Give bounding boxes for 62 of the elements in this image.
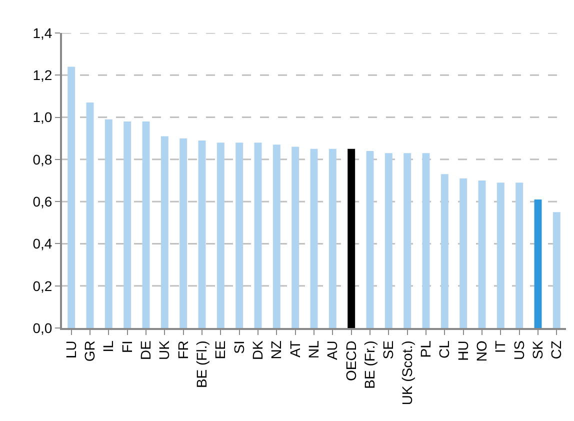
bar bbox=[180, 138, 188, 328]
y-tick-label: 0,4 bbox=[32, 236, 52, 252]
x-tick-label: CZ bbox=[548, 340, 564, 360]
bar bbox=[142, 122, 150, 328]
x-tick-label: SI bbox=[230, 340, 247, 354]
bar bbox=[68, 66, 76, 328]
bar bbox=[422, 153, 430, 328]
y-tick-label: 1,0 bbox=[32, 109, 52, 126]
y-tick-label: 1,2 bbox=[32, 67, 52, 84]
y-tick-label: 1,4 bbox=[32, 24, 52, 41]
bar bbox=[328, 148, 336, 328]
bar bbox=[292, 146, 300, 328]
bar bbox=[124, 122, 132, 328]
x-tick-label: UK bbox=[156, 340, 172, 360]
x-tick-label: NO bbox=[474, 340, 490, 362]
bar bbox=[198, 140, 206, 328]
x-tick-label: HU bbox=[454, 340, 471, 361]
x-tick-label: US bbox=[510, 340, 527, 360]
bar bbox=[160, 136, 168, 328]
bar bbox=[516, 182, 524, 328]
x-tick-label: IL bbox=[100, 340, 116, 352]
y-tick-label: 0,2 bbox=[32, 278, 52, 294]
x-tick-label: LU bbox=[62, 340, 79, 359]
x-tick-label: OECD bbox=[342, 340, 359, 382]
bar bbox=[310, 148, 318, 328]
y-tick-label: 0,6 bbox=[32, 193, 52, 210]
x-tick-label: CL bbox=[436, 340, 452, 359]
bar bbox=[104, 119, 112, 328]
bar bbox=[254, 142, 262, 328]
bar bbox=[384, 153, 392, 328]
x-tick-label: AU bbox=[324, 340, 340, 360]
x-tick-label: AT bbox=[286, 340, 303, 358]
bar bbox=[496, 182, 504, 328]
bar bbox=[534, 199, 542, 328]
bar bbox=[366, 151, 374, 328]
bar bbox=[460, 178, 468, 328]
x-tick-label: NL bbox=[306, 340, 322, 359]
bar bbox=[478, 180, 486, 328]
x-tick-label: NZ bbox=[268, 340, 284, 360]
bar bbox=[86, 102, 94, 328]
x-tick-label: IT bbox=[492, 340, 508, 354]
x-tick-label: FR bbox=[174, 340, 191, 360]
x-tick-label: DK bbox=[250, 340, 266, 360]
y-tick-label: 0,0 bbox=[32, 320, 52, 336]
bar bbox=[272, 144, 280, 328]
bar bbox=[216, 142, 224, 328]
x-tick-label: SK bbox=[530, 340, 546, 360]
x-tick-label: EE bbox=[212, 340, 228, 360]
bar bbox=[404, 153, 412, 328]
bar bbox=[348, 148, 356, 328]
x-tick-label: PL bbox=[418, 340, 434, 358]
x-tick-label: BE (Fr.) bbox=[362, 340, 378, 389]
bar bbox=[552, 212, 560, 328]
y-tick-label: 0,8 bbox=[32, 151, 52, 168]
x-tick-label: DE bbox=[138, 340, 154, 360]
bar bbox=[236, 142, 244, 328]
bar bbox=[440, 174, 448, 328]
x-tick-label: GR bbox=[82, 340, 98, 362]
x-tick-label: UK (Scot.) bbox=[398, 340, 415, 406]
x-tick-label: SE bbox=[380, 340, 396, 360]
x-tick-label: FI bbox=[118, 340, 135, 354]
x-tick-label: BE (Fl.) bbox=[194, 340, 210, 388]
